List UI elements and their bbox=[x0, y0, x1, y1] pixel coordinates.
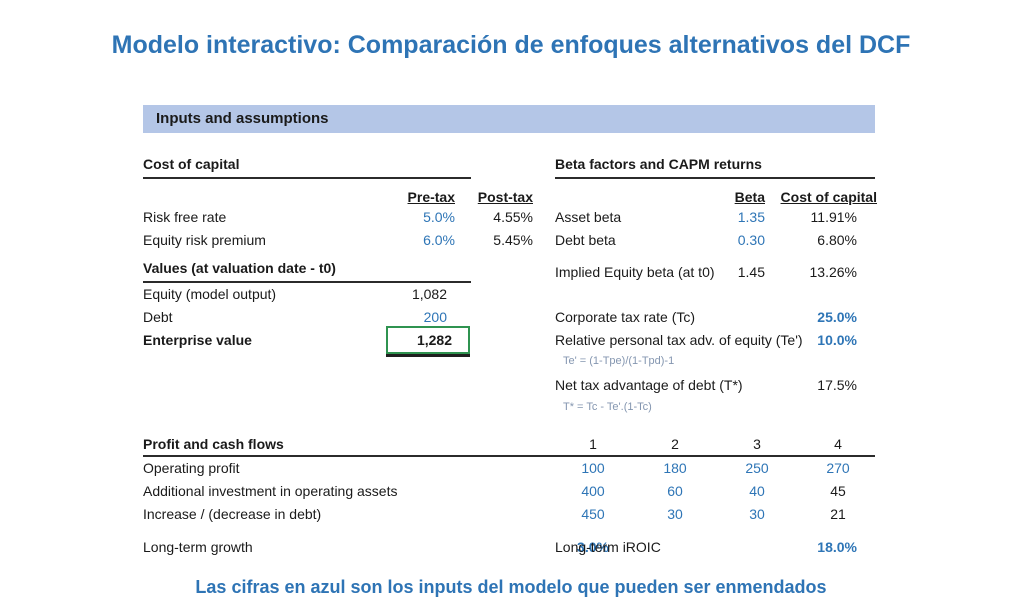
values-t0-section-title: Values (at valuation date - t0) bbox=[143, 260, 471, 283]
row-label-debt: Debt bbox=[143, 309, 173, 325]
col-header-pre-tax: Pre-tax bbox=[407, 189, 455, 205]
cell-equity-risk-premium-post-tax: 5.45% bbox=[493, 232, 533, 248]
cell-additional-investment-y3[interactable]: 40 bbox=[749, 483, 765, 499]
cell-corporate-tax-rate[interactable]: 25.0% bbox=[817, 309, 857, 325]
cell-relative-personal-tax-adv[interactable]: 10.0% bbox=[817, 332, 857, 348]
model-panel: Inputs and assumptions Cost of capital P… bbox=[80, 88, 937, 575]
cell-increase-debt-y2[interactable]: 30 bbox=[667, 506, 683, 522]
cell-implied-equity-beta: 1.45 bbox=[737, 264, 765, 280]
row-label-relative-personal-tax-adv: Relative personal tax adv. of equity (Te… bbox=[555, 332, 803, 348]
cell-additional-investment-y4: 45 bbox=[830, 483, 846, 499]
cell-additional-investment-y1[interactable]: 400 bbox=[581, 483, 605, 499]
cell-increase-debt-y1[interactable]: 450 bbox=[581, 506, 605, 522]
cell-equity-risk-premium-pre-tax[interactable]: 6.0% bbox=[423, 232, 455, 248]
formula-note-tstar: T* = Tc - Te'.(1-Tc) bbox=[563, 401, 652, 413]
row-label-long-term-growth: Long-term growth bbox=[143, 539, 253, 555]
row-label-corporate-tax-rate: Corporate tax rate (Tc) bbox=[555, 309, 696, 325]
row-label-equity-risk-premium: Equity risk premium bbox=[143, 232, 266, 248]
cell-long-term-growth[interactable]: 3.0% bbox=[577, 539, 609, 555]
row-label-implied-equity-beta: Implied Equity beta (at t0) bbox=[555, 264, 715, 280]
col-header-year-4: 4 bbox=[834, 436, 842, 452]
row-label-increase-decrease-debt: Increase / (decrease in debt) bbox=[143, 506, 322, 522]
cell-enterprise-value: 1,282 bbox=[416, 332, 452, 348]
cost-of-capital-section-title: Cost of capital bbox=[143, 156, 471, 179]
cell-operating-profit-y2[interactable]: 180 bbox=[663, 460, 687, 476]
beta-capm-section-title: Beta factors and CAPM returns bbox=[555, 156, 875, 179]
cell-debt-beta-coc: 6.80% bbox=[817, 232, 857, 248]
profit-header-rule bbox=[143, 433, 875, 457]
cell-debt[interactable]: 200 bbox=[423, 309, 447, 325]
formula-note-te: Te' = (1-Tpe)/(1-Tpd)-1 bbox=[563, 355, 675, 367]
cell-increase-debt-y4: 21 bbox=[830, 506, 846, 522]
enterprise-value-selected-cell[interactable]: 1,282 bbox=[386, 326, 470, 354]
col-header-beta: Beta bbox=[734, 189, 765, 205]
cell-net-tax-advantage: 17.5% bbox=[817, 377, 857, 393]
row-label-equity-model-output: Equity (model output) bbox=[143, 286, 277, 302]
page-title: Modelo interactivo: Comparación de enfoq… bbox=[111, 31, 911, 59]
col-header-cost-of-capital: Cost of capital bbox=[780, 189, 877, 205]
cell-long-term-iroic[interactable]: 18.0% bbox=[817, 539, 857, 555]
cell-increase-debt-y3[interactable]: 30 bbox=[749, 506, 765, 522]
row-label-additional-investment: Additional investment in operating asset… bbox=[143, 483, 398, 499]
row-label-long-term-iroic: Long-term iROIC bbox=[555, 539, 661, 555]
profit-section-title: Profit and cash flows bbox=[143, 436, 284, 452]
row-label-net-tax-advantage: Net tax advantage of debt (T*) bbox=[555, 377, 743, 393]
cell-asset-beta[interactable]: 1.35 bbox=[737, 209, 765, 225]
cell-debt-beta[interactable]: 0.30 bbox=[737, 232, 765, 248]
cell-risk-free-rate-post-tax: 4.55% bbox=[493, 209, 533, 225]
row-label-debt-beta: Debt beta bbox=[555, 232, 616, 248]
cell-implied-equity-beta-coc: 13.26% bbox=[809, 264, 857, 280]
cell-additional-investment-y2[interactable]: 60 bbox=[667, 483, 683, 499]
col-header-year-2: 2 bbox=[671, 436, 679, 452]
cell-equity-model-output: 1,082 bbox=[411, 286, 447, 302]
row-label-enterprise-value: Enterprise value bbox=[143, 332, 252, 348]
col-header-year-3: 3 bbox=[753, 436, 761, 452]
cell-asset-beta-coc: 11.91% bbox=[810, 209, 857, 225]
cell-operating-profit-y3[interactable]: 250 bbox=[745, 460, 769, 476]
row-label-operating-profit: Operating profit bbox=[143, 460, 240, 476]
cell-operating-profit-y1[interactable]: 100 bbox=[581, 460, 605, 476]
cell-operating-profit-y4[interactable]: 270 bbox=[826, 460, 850, 476]
inputs-assumptions-header: Inputs and assumptions bbox=[143, 105, 875, 133]
blue-inputs-caption: Las cifras en azul son los inputs del mo… bbox=[195, 577, 827, 597]
cell-risk-free-rate-pre-tax[interactable]: 5.0% bbox=[423, 209, 455, 225]
col-header-year-1: 1 bbox=[589, 436, 597, 452]
row-label-asset-beta: Asset beta bbox=[555, 209, 622, 225]
row-label-risk-free-rate: Risk free rate bbox=[143, 209, 227, 225]
col-header-post-tax: Post-tax bbox=[477, 189, 533, 205]
